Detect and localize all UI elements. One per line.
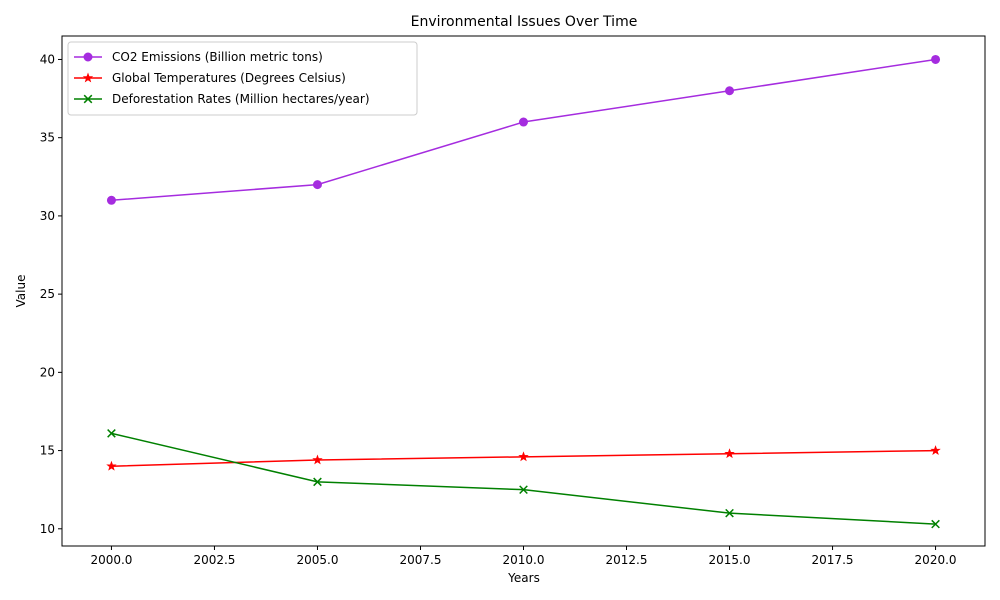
y-tick-label: 25 [40,287,55,301]
series-line [111,432,936,525]
data-point-marker [106,195,116,205]
data-point-marker [519,117,528,127]
data-point-marker [519,485,528,495]
legend-label: Global Temperatures (Degrees Celsius) [112,71,346,85]
series-layer [106,54,941,529]
x-tick-label: 2007.5 [399,553,441,567]
data-point-marker [312,454,323,465]
y-tick-label: 30 [40,209,55,223]
series-1 [106,445,941,471]
chart-title: Environmental Issues Over Time [411,14,638,30]
y-axis-title: Value [14,275,28,308]
data-point-marker [313,477,322,487]
data-point-marker [931,519,940,529]
data-point-marker-stroke [931,519,940,529]
y-tick-label: 40 [40,52,55,66]
data-point-marker-stroke [107,429,116,438]
x-tick-label: 2015.0 [709,553,751,567]
y-tick-label: 15 [40,444,55,458]
legend-label: Deforestation Rates (Million hectares/ye… [112,92,370,106]
series-2 [107,429,940,529]
x-tick-label: 2012.5 [606,553,648,567]
x-axis-title: Years [507,571,540,585]
legend-swatch-marker-stroke [83,94,93,104]
legend-box [67,41,418,116]
x-tick-label: 2000.0 [90,553,132,567]
legend-swatch-marker [82,72,94,83]
data-point-marker [931,54,941,64]
data-point-marker [107,429,116,438]
data-point-marker [724,448,735,459]
data-point-marker [312,180,322,190]
data-point-marker [518,451,529,462]
data-point-marker [930,445,941,455]
data-point-marker [106,460,117,471]
x-tick-label: 2017.5 [812,553,854,567]
data-point-marker-stroke [313,477,322,487]
x-tick-label: 2010.0 [503,553,545,567]
x-tick-label: 2002.5 [193,553,235,567]
legend-label: CO2 Emissions (Billion metric tons) [112,50,323,64]
data-point-marker-stroke [725,508,734,518]
y-tick-label: 10 [40,522,55,536]
legend-swatch-marker [83,94,93,104]
series-0 [106,54,941,205]
legend: CO2 Emissions (Billion metric tons) Globa… [67,41,418,116]
data-point-marker [725,508,734,518]
axis-ticks: 2000.0 2002.5 2005.0 2007.5 2010.0 2012.5 2015… [40,52,957,567]
x-tick-label: 2005.0 [296,553,338,567]
data-point-marker-stroke [519,485,528,495]
y-tick-label: 35 [40,131,55,145]
data-point-marker [725,86,735,96]
x-tick-label: 2020.0 [915,553,957,567]
legend-swatch-marker [83,52,93,62]
y-tick-label: 20 [40,365,55,379]
plot-frame [61,35,986,547]
